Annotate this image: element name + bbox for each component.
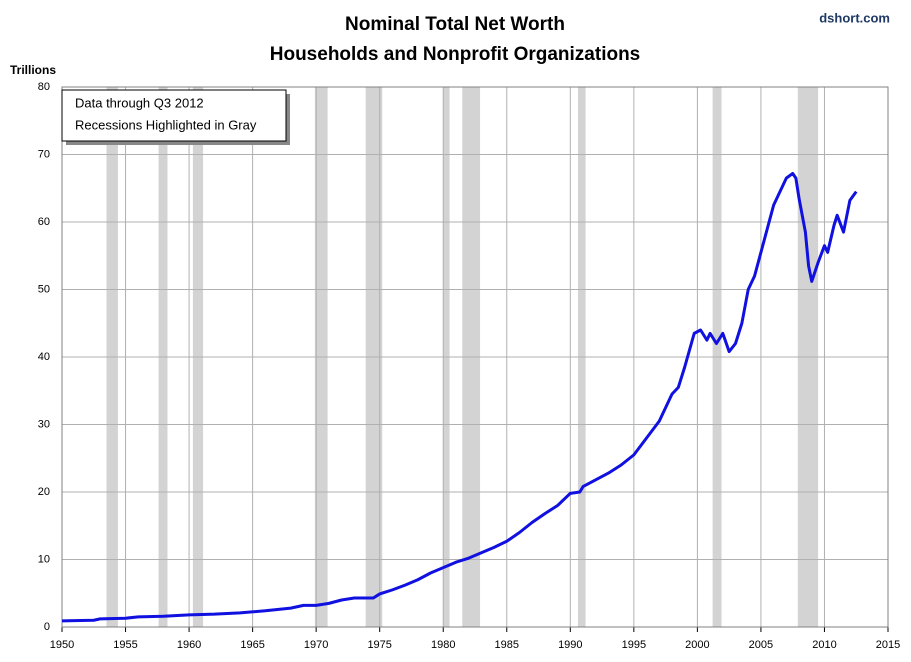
y-tick-label: 50 [38, 283, 50, 295]
annotation-box [61, 89, 287, 142]
x-tick-label: 2005 [749, 639, 773, 651]
x-tick-label: 1965 [240, 639, 264, 651]
x-tick-label: 1970 [304, 639, 328, 651]
x-tick-label: 1985 [495, 639, 519, 651]
x-tick-label: 1980 [431, 639, 455, 651]
y-tick-label: 80 [38, 81, 50, 93]
annotation-text: Recessions Highlighted in Gray [75, 117, 257, 132]
x-tick-label: 1955 [113, 639, 137, 651]
chart-subtitle: Households and Nonprofit Organizations [270, 44, 641, 65]
x-tick-label: 1950 [50, 639, 74, 651]
data-line [61, 171, 858, 623]
x-tick-label: 1975 [367, 639, 391, 651]
y-tick-label: 70 [38, 148, 50, 160]
y-tick-label: 20 [38, 486, 50, 498]
x-tick-label: 1995 [622, 639, 646, 651]
x-tick-label: 1960 [177, 639, 201, 651]
chart-title: Nominal Total Net Worth [345, 14, 565, 35]
y-tick-label: 30 [38, 418, 50, 430]
y-tick-label: 60 [38, 216, 50, 228]
y-tick-label: 40 [38, 351, 50, 363]
x-tick-label: 2010 [812, 639, 836, 651]
y-axis-label: Trillions [10, 63, 56, 77]
annotation-text: Data through Q3 2012 [75, 95, 204, 110]
source: dshort.com [819, 10, 890, 25]
x-tick-label: 2015 [876, 639, 900, 651]
plot-area: 0 10 20 30 40 50 60 70 80 1950 1955 1960 1965 1970 197… [38, 81, 900, 651]
x-tick-label: 2000 [685, 639, 709, 651]
y-tick-label: 0 [44, 621, 50, 633]
plot-frame [61, 86, 889, 628]
y-tick-label: 10 [38, 553, 50, 565]
x-tick-label: 1990 [558, 639, 582, 651]
